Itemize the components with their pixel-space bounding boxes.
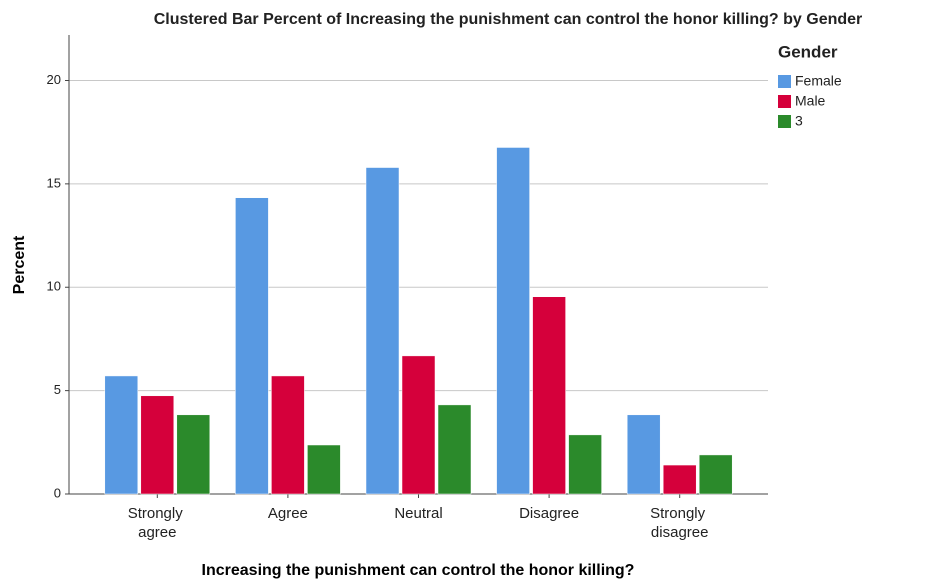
legend-swatch	[778, 75, 791, 88]
bar	[662, 464, 697, 495]
x-tick-label: Neutral	[394, 505, 442, 522]
bar	[365, 167, 400, 495]
bar	[568, 434, 602, 495]
bar	[140, 395, 175, 495]
y-tick-label: 10	[47, 279, 61, 294]
bar	[176, 414, 211, 495]
bar	[401, 355, 436, 495]
x-tick-label: Disagree	[519, 505, 579, 522]
y-tick-label: 15	[47, 175, 61, 190]
legend-entry: Male	[795, 93, 826, 109]
bar	[532, 296, 566, 495]
y-axis-title: Percent	[11, 235, 28, 294]
y-tick-label: 20	[47, 72, 61, 87]
y-tick-label: 0	[54, 485, 61, 500]
legend-swatch	[778, 95, 791, 108]
bar	[437, 404, 472, 495]
x-tick-label: Strongly agree	[128, 505, 187, 541]
chart-title: Clustered Bar Percent of Increasing the …	[154, 11, 863, 28]
bar	[235, 197, 269, 495]
bar	[307, 444, 341, 495]
legend-title: Gender	[778, 42, 838, 61]
bar	[698, 454, 733, 495]
legend-entry: 3	[795, 113, 803, 129]
legend-entry: Female	[795, 73, 842, 89]
y-tick-label: 5	[54, 382, 61, 397]
x-tick-label: Strongly disagree	[650, 505, 709, 541]
bar	[496, 147, 530, 495]
bar	[104, 375, 139, 495]
bar	[626, 414, 661, 495]
legend-swatch	[778, 115, 791, 128]
x-tick-label: Agree	[268, 505, 308, 522]
x-axis-title: Increasing the punishment can control th…	[202, 562, 635, 579]
bar	[271, 375, 305, 495]
